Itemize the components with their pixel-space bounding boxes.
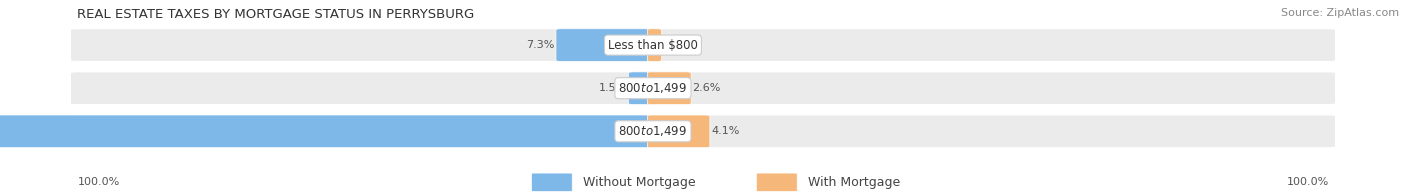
Text: Less than $800: Less than $800 (607, 39, 697, 52)
Text: $800 to $1,499: $800 to $1,499 (619, 81, 688, 95)
Text: With Mortgage: With Mortgage (808, 176, 901, 189)
FancyBboxPatch shape (756, 173, 797, 191)
Text: 100.0%: 100.0% (1286, 177, 1329, 187)
FancyBboxPatch shape (70, 115, 1336, 148)
FancyBboxPatch shape (647, 29, 662, 61)
FancyBboxPatch shape (70, 72, 1336, 105)
Text: 1.5%: 1.5% (599, 83, 627, 93)
FancyBboxPatch shape (0, 115, 658, 148)
Text: Source: ZipAtlas.com: Source: ZipAtlas.com (1281, 8, 1399, 18)
FancyBboxPatch shape (531, 173, 572, 191)
Text: 2.6%: 2.6% (693, 83, 721, 93)
Text: 4.1%: 4.1% (711, 126, 740, 136)
FancyBboxPatch shape (647, 115, 710, 148)
Text: 7.3%: 7.3% (526, 40, 554, 50)
Text: 0.25%: 0.25% (664, 40, 699, 50)
Text: Without Mortgage: Without Mortgage (583, 176, 696, 189)
FancyBboxPatch shape (628, 72, 658, 104)
FancyBboxPatch shape (70, 29, 1336, 62)
Text: 100.0%: 100.0% (77, 177, 120, 187)
Text: REAL ESTATE TAXES BY MORTGAGE STATUS IN PERRYSBURG: REAL ESTATE TAXES BY MORTGAGE STATUS IN … (77, 8, 475, 21)
FancyBboxPatch shape (647, 72, 692, 104)
FancyBboxPatch shape (555, 29, 658, 61)
Text: $800 to $1,499: $800 to $1,499 (619, 124, 688, 138)
